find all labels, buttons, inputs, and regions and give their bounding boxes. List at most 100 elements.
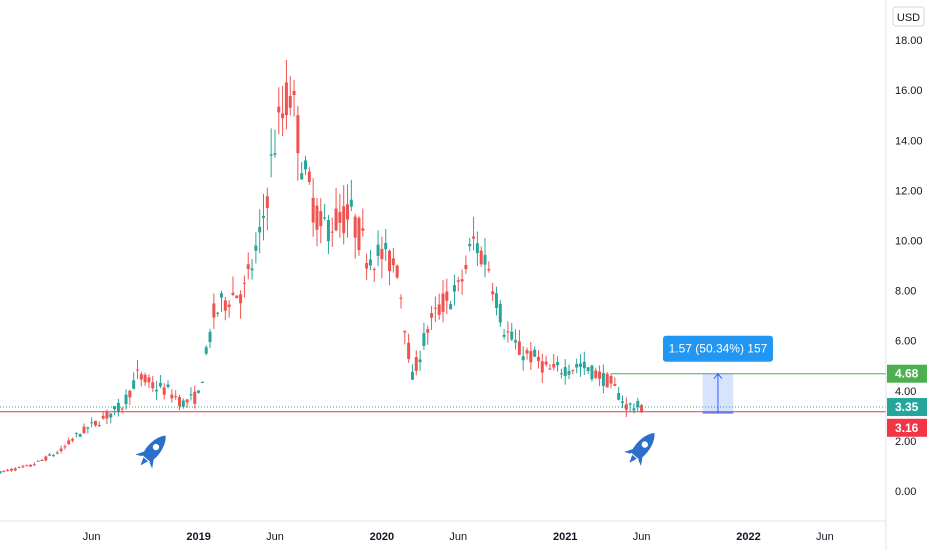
candle-down bbox=[598, 371, 602, 379]
candle-up bbox=[90, 422, 94, 424]
candle-up bbox=[216, 312, 220, 314]
candle-up bbox=[326, 219, 330, 242]
candle-down bbox=[135, 369, 139, 371]
candle-up bbox=[521, 356, 525, 361]
price-axis-tick-label: 14.00 bbox=[895, 135, 923, 147]
candle-down bbox=[330, 231, 334, 233]
candle-up bbox=[575, 363, 579, 368]
candle-down bbox=[472, 236, 476, 239]
measure-arrow-head bbox=[713, 372, 723, 380]
measure-tool[interactable]: 1.57 (50.34%) 157 bbox=[662, 335, 773, 414]
candle-down bbox=[506, 331, 510, 333]
candle-up bbox=[559, 373, 563, 375]
candle-down bbox=[391, 258, 395, 266]
candle-down bbox=[414, 357, 418, 371]
measure-label-box bbox=[662, 335, 773, 362]
candle-up bbox=[582, 361, 586, 369]
horizontal-lines-layer bbox=[0, 373, 886, 413]
candle-up bbox=[514, 340, 518, 343]
candle-up bbox=[452, 285, 456, 292]
candle-up bbox=[376, 244, 380, 256]
candle-down bbox=[609, 375, 613, 384]
candle-down bbox=[223, 300, 227, 311]
candle-down bbox=[342, 206, 346, 234]
candle-up bbox=[132, 380, 136, 389]
time-axis[interactable]: Jun 2019 Jun 2020 Jun 2021 Jun 2022 Jun bbox=[83, 531, 834, 543]
candle-down bbox=[25, 465, 29, 467]
candle-down bbox=[460, 279, 464, 282]
candle-up bbox=[189, 394, 193, 396]
candle-down bbox=[437, 304, 441, 315]
candle-down bbox=[288, 96, 292, 108]
currency-button[interactable]: USD bbox=[892, 6, 925, 27]
candle-down bbox=[139, 374, 143, 380]
time-axis-tick-label: Jun bbox=[266, 531, 284, 543]
candle-down bbox=[315, 205, 319, 230]
candle-up bbox=[48, 454, 52, 456]
candle-down bbox=[430, 313, 434, 318]
candle-up bbox=[124, 394, 128, 405]
candle-down bbox=[540, 361, 544, 373]
candle-down bbox=[353, 216, 357, 238]
candle-down bbox=[9, 468, 13, 471]
price-axis-tick-label: 4.00 bbox=[895, 386, 916, 398]
candle-down bbox=[380, 248, 384, 260]
candle-down bbox=[177, 396, 181, 407]
support-price-label: 3.16 bbox=[895, 421, 919, 435]
candle-down bbox=[307, 171, 311, 182]
last-price-label: 3.35 bbox=[895, 400, 919, 414]
candle-up bbox=[617, 392, 621, 400]
currency-button-label: USD bbox=[897, 12, 920, 24]
price-axis[interactable]: 0.00 2.00 4.00 6.00 8.00 10.00 12.00 14.00 16.00… bbox=[895, 35, 923, 498]
rocket-icon bbox=[135, 435, 166, 469]
candle-down bbox=[231, 292, 235, 295]
price-labels-layer: 4.68 3.35 3.16 bbox=[887, 364, 927, 437]
time-axis-tick-label: Jun bbox=[816, 531, 834, 543]
candle-up bbox=[563, 367, 567, 376]
candle-down bbox=[6, 469, 10, 471]
candle-up bbox=[55, 452, 59, 454]
time-axis-tick-label: Jun bbox=[83, 531, 101, 543]
candle-up bbox=[208, 331, 212, 343]
candle-up bbox=[113, 406, 117, 410]
candle-up bbox=[300, 173, 304, 180]
candle-down bbox=[338, 211, 342, 223]
candle-up bbox=[449, 304, 453, 310]
candle-down bbox=[82, 426, 86, 434]
candle-down bbox=[170, 394, 174, 399]
time-axis-tick-label: Jun bbox=[633, 531, 651, 543]
candle-down bbox=[640, 405, 644, 412]
candle-up bbox=[273, 153, 277, 155]
candle-up bbox=[567, 370, 571, 375]
candle-down bbox=[277, 106, 281, 113]
candle-up bbox=[410, 371, 414, 380]
candle-up bbox=[556, 362, 560, 366]
candle-down bbox=[40, 459, 44, 461]
candle-up bbox=[200, 382, 204, 384]
candle-down bbox=[529, 351, 533, 363]
candle-down bbox=[319, 211, 323, 227]
time-axis-tick-label: 2021 bbox=[553, 531, 577, 543]
candle-down bbox=[162, 387, 166, 395]
price-axis-tick-label: 16.00 bbox=[895, 85, 923, 97]
candle-down bbox=[399, 297, 403, 299]
candle-down bbox=[372, 268, 376, 270]
support-price-label-box bbox=[887, 418, 927, 437]
candle-down bbox=[365, 263, 369, 269]
candle-up bbox=[494, 293, 498, 308]
candle-down bbox=[235, 295, 239, 299]
candle-down bbox=[147, 377, 151, 383]
candle-down bbox=[292, 90, 296, 96]
candle-down bbox=[388, 250, 392, 272]
candle-down bbox=[32, 464, 36, 466]
candle-down bbox=[242, 282, 246, 284]
price-axis-tick-label: 18.00 bbox=[895, 35, 923, 47]
price-axis-tick-label: 12.00 bbox=[895, 185, 923, 197]
candle-down bbox=[552, 363, 556, 368]
candle-down bbox=[479, 250, 483, 265]
candle-down bbox=[456, 280, 460, 282]
candle-up bbox=[254, 245, 258, 251]
target-price-label: 4.68 bbox=[895, 367, 919, 381]
